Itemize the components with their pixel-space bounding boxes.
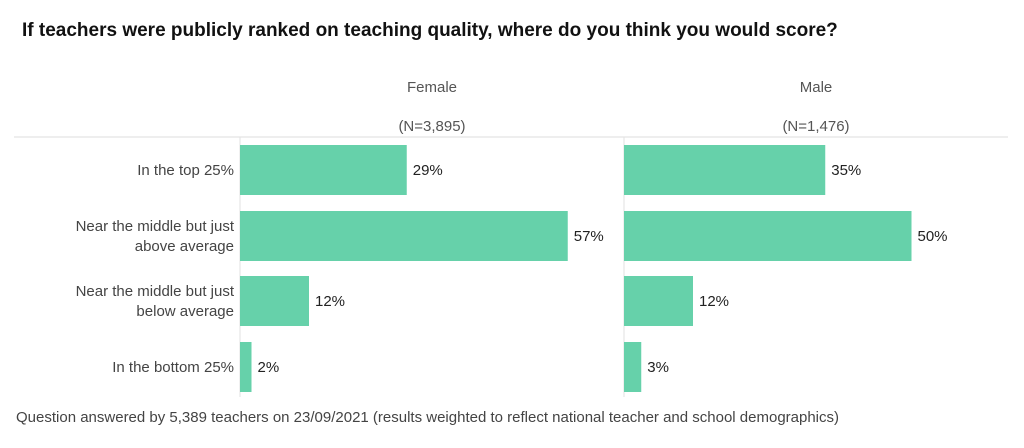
data-label: 57% xyxy=(574,228,604,245)
chart-footnote: Question answered by 5,389 teachers on 2… xyxy=(16,409,840,426)
category-label: above average xyxy=(135,238,234,255)
category-label: Near the middle but just xyxy=(76,283,235,300)
category-label: In the top 25% xyxy=(137,162,234,179)
panel-header-male: Male xyxy=(800,79,833,96)
bar-female xyxy=(240,342,252,392)
data-label: 12% xyxy=(315,293,345,310)
bar-female xyxy=(240,211,568,261)
data-label: 35% xyxy=(831,162,861,179)
panel-n-label-male: (N=1,476) xyxy=(782,118,849,135)
bar-male xyxy=(624,145,826,195)
bar-female xyxy=(240,276,309,326)
data-label: 12% xyxy=(699,293,729,310)
bar-male xyxy=(624,211,912,261)
chart-title: If teachers were publicly ranked on teac… xyxy=(22,20,838,41)
panel-header-female: Female xyxy=(407,79,457,96)
data-label: 50% xyxy=(918,228,948,245)
data-label: 2% xyxy=(258,359,280,376)
bar-male xyxy=(624,276,693,326)
bar-female xyxy=(240,145,407,195)
category-label: below average xyxy=(136,303,234,320)
data-label: 29% xyxy=(413,162,443,179)
category-label: In the bottom 25% xyxy=(112,359,234,376)
category-label: Near the middle but just xyxy=(76,218,235,235)
data-label: 3% xyxy=(647,359,669,376)
panel-n-label-female: (N=3,895) xyxy=(398,118,465,135)
bar-male xyxy=(624,342,642,392)
